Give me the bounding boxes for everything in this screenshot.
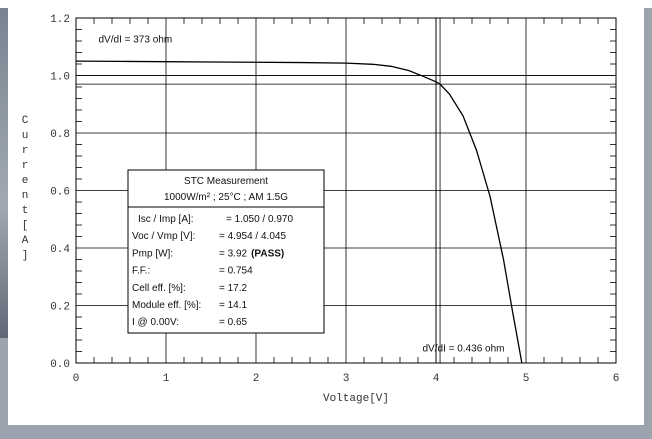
measurement-row-value: = 3.92 (PASS) <box>219 248 284 259</box>
chart-panel: 0 1 2 3 4 5 6 0.0 0.2 0.4 0.6 0.8 1.0 1.2 dV/dI = 373… <box>8 8 644 425</box>
iv-curve-chart: 0 1 2 3 4 5 6 0.0 0.2 0.4 0.6 0.8 1.0 1.2 dV/dI = 373… <box>22 14 620 405</box>
y-axis-label-char: r <box>22 160 29 172</box>
plot-border <box>75 17 617 364</box>
measurement-title: STC Measurement <box>184 176 268 187</box>
x-axis-label: Voltage[V] <box>323 393 389 405</box>
measurement-row-value: = 17.2 <box>219 283 248 294</box>
y-tick-label: 0.8 <box>50 129 70 141</box>
iv-curve-line <box>75 60 523 364</box>
measurement-row-label: Voc / Vmp [V]: <box>132 231 195 242</box>
x-tick-label: 1 <box>163 373 170 385</box>
y-tick-label: 0.6 <box>50 187 70 199</box>
y-axis-label-char: C <box>22 115 29 127</box>
curve-annotation: dV/dI = 373 ohm <box>99 34 173 45</box>
y-axis-label-char: A <box>22 235 29 247</box>
curve-annotation: dV/dI = 0.436 ohm <box>423 344 505 355</box>
y-axis-label-char: r <box>22 145 29 157</box>
y-axis-label-char: ] <box>22 250 29 262</box>
y-tick-label: 0.4 <box>50 244 70 256</box>
measurement-row-label: Module eff. [%]: <box>132 300 201 311</box>
measurement-box-frame <box>127 169 325 334</box>
x-tick-label: 0 <box>73 373 80 385</box>
measurement-row-value: = 4.954 / 4.045 <box>219 231 286 242</box>
measurement-row-status: (PASS) <box>251 248 284 259</box>
y-axis-label-char: [ <box>22 220 29 232</box>
measurement-row-value: = 0.754 <box>219 266 253 277</box>
measurement-row-value: = 14.1 <box>219 300 248 311</box>
measurement-row-label: F.F.: <box>132 266 150 277</box>
measurement-row-value: = 0.65 <box>219 317 248 328</box>
x-tick-label: 4 <box>433 373 440 385</box>
measurement-row-label: Isc / Imp [A]: <box>138 214 194 225</box>
measurement-row-value: = 1.050 / 0.970 <box>226 214 293 225</box>
measurement-row-label: Pmp [W]: <box>132 248 173 259</box>
y-tick-label: 0.0 <box>50 359 70 371</box>
tick-labels: 0 1 2 3 4 5 6 0.0 0.2 0.4 0.6 0.8 1.0 1.2 <box>50 14 619 385</box>
y-tick-label: 0.2 <box>50 302 70 314</box>
x-tick-label: 3 <box>343 373 350 385</box>
reference-lines <box>76 18 616 363</box>
y-axis-label-char: e <box>22 175 29 187</box>
x-tick-label: 6 <box>613 373 620 385</box>
tick-marks <box>76 18 616 363</box>
annotations: dV/dI = 373 ohm dV/dI = 0.436 ohm <box>99 34 505 354</box>
measurement-box: STC Measurement 1000W/m² ; 25°C ; AM 1.5G… <box>127 169 325 334</box>
x-tick-label: 5 <box>523 373 530 385</box>
top-strip <box>0 0 652 8</box>
measurement-row-label: Cell eff. [%]: <box>132 283 186 294</box>
measurement-conditions: 1000W/m² ; 25°C ; AM 1.5G <box>164 192 288 203</box>
y-axis-label-char: n <box>22 190 29 202</box>
y-axis-label-char: t <box>22 205 29 217</box>
y-tick-label: 1.0 <box>50 72 70 84</box>
y-axis-label-char: u <box>22 130 29 142</box>
measurement-row-label: I @ 0.00V: <box>132 317 179 328</box>
y-tick-label: 1.2 <box>50 14 70 26</box>
x-tick-label: 2 <box>253 373 260 385</box>
series-layer <box>75 60 523 364</box>
